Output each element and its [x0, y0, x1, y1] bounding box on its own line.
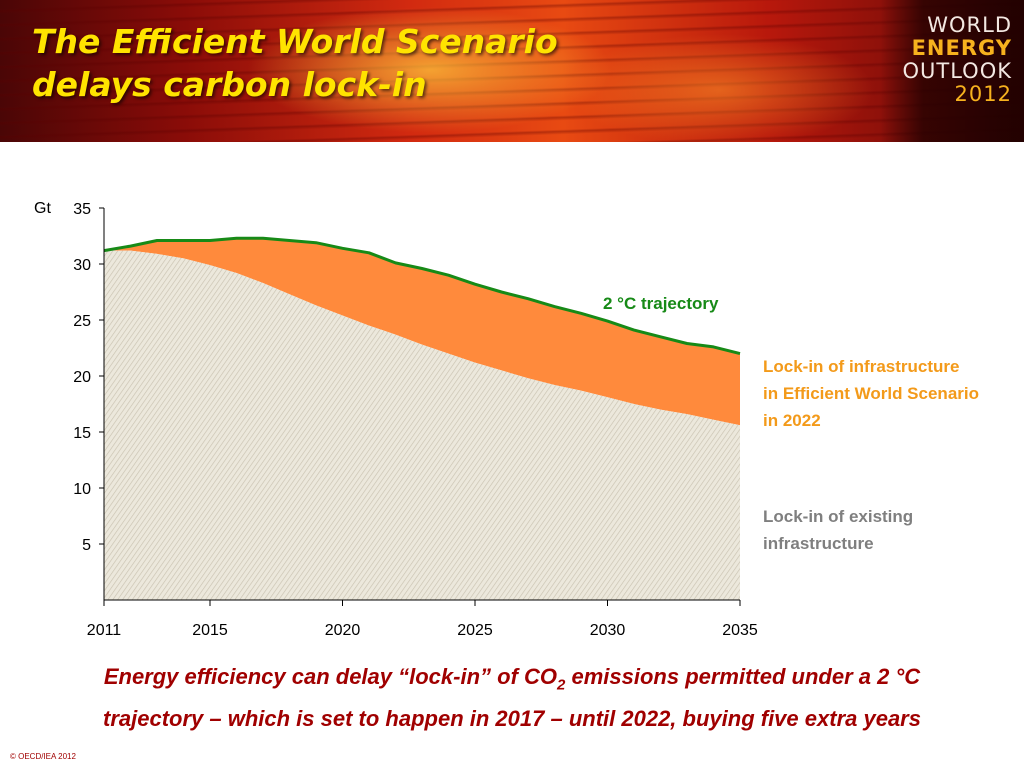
y-tick-label: 10	[73, 481, 91, 498]
caption-line-1-start: Energy efficiency can delay “lock-in” of…	[103, 664, 558, 689]
slide-title-line-2: delays carbon lock-in	[32, 65, 427, 104]
weo-logo: WORLD ENERGY OUTLOOK 2012	[902, 14, 1012, 106]
x-tick-label: 2011	[87, 622, 122, 639]
existing-infrastructure-series-label: Lock-in of existing infrastructure	[763, 503, 913, 557]
slide-caption: Energy efficiency can delay “lock-in” of…	[0, 660, 1024, 736]
x-tick-label: 2025	[457, 622, 493, 639]
y-tick-label: 20	[73, 369, 91, 386]
caption-line-1-end: emissions permitted under a 2 °C	[565, 664, 921, 689]
x-tick-label: 2020	[325, 622, 361, 639]
logo-backdrop	[880, 0, 1024, 142]
efficient-label-line-3: in 2022	[763, 411, 821, 430]
caption-co2-subscript: 2	[557, 676, 566, 694]
slide-title-line-1: The Efficient World Scenario	[32, 22, 558, 61]
slide-title: The Efficient World Scenario delays carb…	[32, 20, 558, 106]
efficient-label-line-2: in Efficient World Scenario	[763, 384, 979, 403]
weo-logo-line-1: WORLD	[927, 13, 1012, 37]
y-tick-label: 30	[73, 257, 91, 274]
x-tick-label: 2015	[192, 622, 228, 639]
existing-label-line-1: Lock-in of existing	[763, 507, 914, 526]
y-axis-unit-label: Gt	[34, 200, 51, 217]
weo-logo-line-4: 2012	[954, 82, 1012, 106]
weo-logo-line-3: OUTLOOK	[902, 59, 1012, 83]
existing-infrastructure-area	[104, 250, 740, 600]
weo-logo-line-2: ENERGY	[911, 36, 1012, 60]
caption-line-2: trajectory – which is set to happen in 2…	[103, 706, 921, 732]
trajectory-line	[103, 236, 741, 356]
caption-line-1: Energy efficiency can delay “lock-in” of…	[0, 660, 1024, 702]
y-tick-label: 15	[73, 425, 91, 442]
existing-label-line-2: infrastructure	[763, 534, 874, 553]
header-banner	[0, 0, 1024, 142]
x-tick-label: 2030	[590, 622, 626, 639]
efficient-world-series-label: Lock-in of infrastructure in Efficient W…	[763, 353, 979, 434]
trajectory-series-label: 2 °C trajectory	[603, 290, 718, 317]
y-tick-label: 35	[73, 201, 91, 218]
y-tick-label: 5	[82, 537, 91, 554]
x-tick-label: 2035	[722, 622, 758, 639]
copyright-notice: © OECD/IEA 2012	[10, 752, 76, 761]
y-tick-label: 25	[73, 313, 91, 330]
efficient-label-line-1: Lock-in of infrastructure	[763, 357, 960, 376]
efficient-world-area	[104, 238, 740, 426]
trajectory-label-line-1: 2 °C trajectory	[603, 294, 719, 313]
